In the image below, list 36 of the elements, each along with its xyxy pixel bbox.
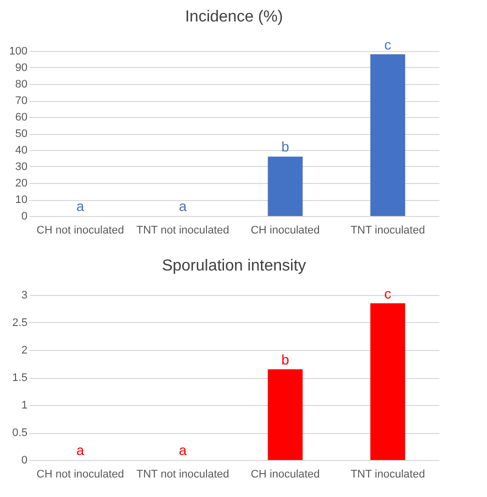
- y-tick-label: 2: [21, 344, 28, 356]
- y-tick-label: 0: [21, 210, 28, 222]
- chart-title: Sporulation intensity: [162, 257, 306, 274]
- y-tick-label: 20: [15, 178, 28, 190]
- x-tick-label: TNT inoculated: [350, 468, 425, 480]
- y-tick-label: 1: [21, 400, 28, 412]
- annotation: a: [76, 442, 84, 458]
- y-tick-label: 2.5: [12, 317, 28, 329]
- y-tick-label: 50: [15, 128, 28, 140]
- annotation: a: [76, 198, 84, 214]
- y-tick-label: 1.5: [12, 372, 28, 384]
- annotation: b: [281, 138, 290, 155]
- x-tick-label: CH inoculated: [250, 468, 320, 480]
- y-tick-label: 40: [15, 144, 28, 156]
- y-tick-label: 30: [15, 161, 28, 173]
- y-tick-label: 3: [21, 290, 28, 302]
- y-tick-label: 70: [15, 95, 28, 107]
- chart-title: Incidence (%): [185, 8, 283, 26]
- annotation: c: [384, 285, 392, 302]
- y-tick-label: 60: [15, 112, 28, 124]
- y-tick-label: 0: [21, 454, 28, 466]
- annotation: a: [178, 442, 187, 458]
- y-tick-label: 90: [15, 62, 28, 74]
- annotation: b: [281, 351, 290, 368]
- y-tick-label: 80: [15, 78, 28, 90]
- y-tick-label: 10: [15, 194, 28, 206]
- x-tick-label: CH not inoculated: [36, 468, 124, 480]
- annotation: a: [178, 198, 187, 214]
- y-tick-label: 100: [9, 46, 28, 58]
- x-tick-label: CH not inoculated: [36, 224, 124, 236]
- y-tick-label: 0.5: [12, 427, 28, 439]
- x-tick-label: CH inoculated: [250, 224, 320, 236]
- x-tick-label: TNT not inoculated: [136, 224, 230, 236]
- x-tick-label: TNT not inoculated: [136, 468, 230, 480]
- annotation: c: [384, 36, 392, 52]
- x-tick-label: TNT inoculated: [350, 224, 425, 236]
